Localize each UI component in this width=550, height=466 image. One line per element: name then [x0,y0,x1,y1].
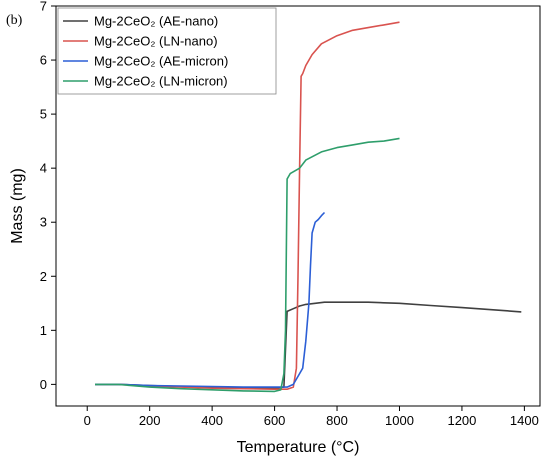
series-lines [95,21,522,393]
y-tick-label-0: 0 [40,377,47,392]
y-tick-label-2: 2 [40,269,47,284]
panel-label: (b) [6,13,23,28]
x-tick-label-600: 600 [264,413,286,428]
y-tick-label-7: 7 [40,0,47,14]
y-tick-label-5: 5 [40,107,47,122]
y-tick-label-4: 4 [40,161,47,176]
y-tick-label-1: 1 [40,323,47,338]
series-line-3 [95,211,326,388]
x-tick-label-0: 0 [84,413,91,428]
x-axis-label: Temperature (°C) [237,439,360,456]
x-tick-label-400: 400 [201,413,223,428]
legend-box [57,7,277,95]
legend-label-4: Mg-2CeO₂ (LN-micron) [94,74,228,89]
x-tick-label-200: 200 [139,413,161,428]
series-line-2 [95,21,400,391]
legend: Mg-2CeO₂ (AE-nano) Mg-2CeO₂ (LN-nano) Mg-2… [57,7,277,95]
x-tick-label-1000: 1000 [385,413,414,428]
x-tick-label-800: 800 [326,413,348,428]
legend-label-2: Mg-2CeO₂ (LN-nano) [94,34,218,49]
x-tick-label-1200: 1200 [447,413,476,428]
y-tick-label-3: 3 [40,215,47,230]
series-line-4 [95,137,400,393]
legend-label-3: Mg-2CeO₂ (AE-micron) [94,54,228,69]
y-tick-label-6: 6 [40,53,47,68]
legend-label-1: Mg-2CeO₂ (AE-nano) [94,14,218,29]
y-axis-label: Mass (mg) [9,168,26,244]
x-tick-label-1400: 1400 [510,413,539,428]
axis-ticks: 0 200 400 600 800 1000 1200 1400 0 1 2 3 4 5 6 7 [40,0,539,428]
plot-frame [55,5,541,407]
